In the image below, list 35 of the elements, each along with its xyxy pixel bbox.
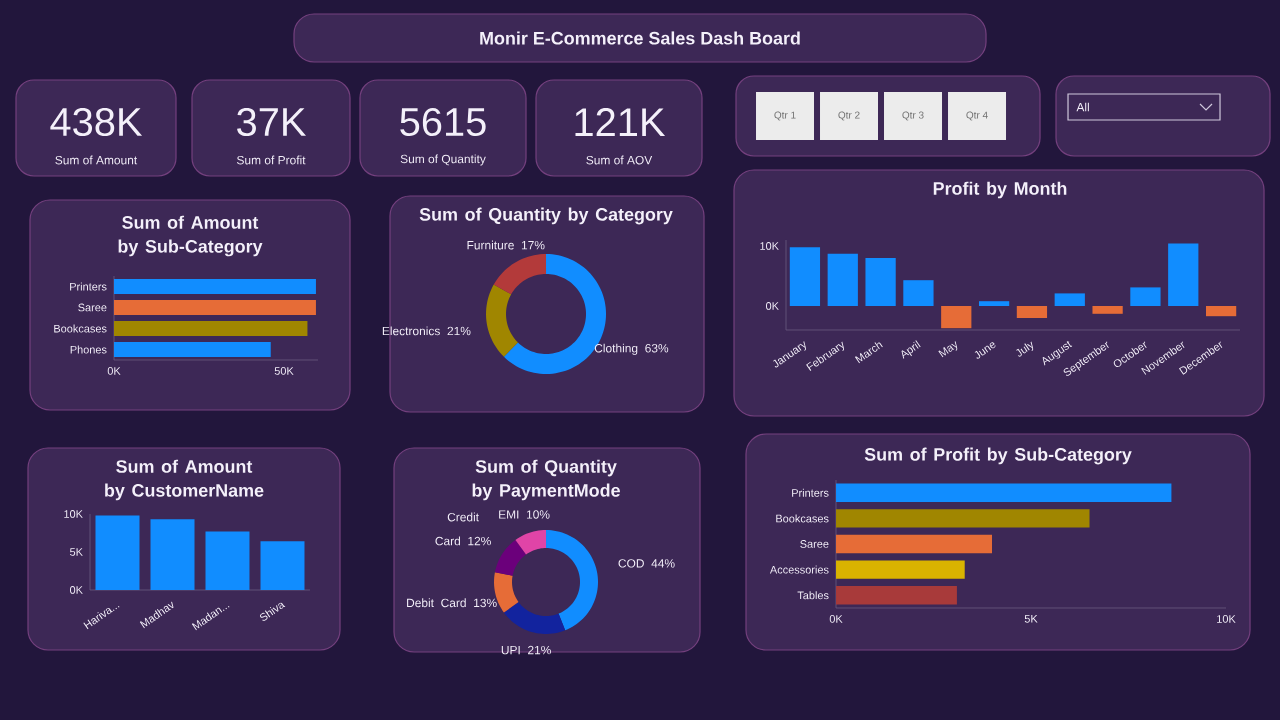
text: 121K	[575, 108, 666, 136]
chart-title: Sum of Quantity by PaymentMode	[472, 459, 620, 501]
bar	[260, 541, 305, 590]
bar	[941, 305, 972, 329]
bar	[1092, 305, 1123, 314]
bar	[836, 483, 1172, 503]
bar	[114, 278, 316, 295]
text: 438K	[50, 107, 143, 137]
bar	[827, 253, 858, 306]
text: 5615	[400, 107, 486, 137]
bar	[865, 257, 896, 306]
bar	[836, 509, 1090, 528]
chart-title: Sum of Quantity by Category	[419, 207, 673, 225]
bar	[114, 299, 316, 316]
bar	[205, 531, 250, 590]
bar	[1168, 243, 1199, 306]
chart-title: Sum of Amount by CustomerName	[105, 459, 264, 501]
bar	[1130, 287, 1161, 306]
bar	[95, 515, 140, 590]
chart-title: Sum of Amount by Sub-Category	[118, 215, 263, 257]
bar	[114, 341, 271, 358]
chart-title: Sum of Profit by Sub-Category	[864, 447, 1132, 465]
text: 37K	[237, 107, 306, 137]
bar	[114, 320, 308, 337]
bar	[836, 534, 993, 554]
chart-title: Profit by Month	[933, 181, 1067, 199]
bar	[836, 585, 957, 605]
bar	[836, 560, 965, 579]
bar	[789, 247, 821, 306]
bar	[1054, 293, 1085, 306]
bar	[1016, 305, 1048, 318]
bar	[1205, 305, 1237, 317]
bar	[150, 519, 195, 590]
text: Monir E-Commerce Sales Dash Board	[480, 31, 800, 45]
bar	[903, 280, 934, 306]
